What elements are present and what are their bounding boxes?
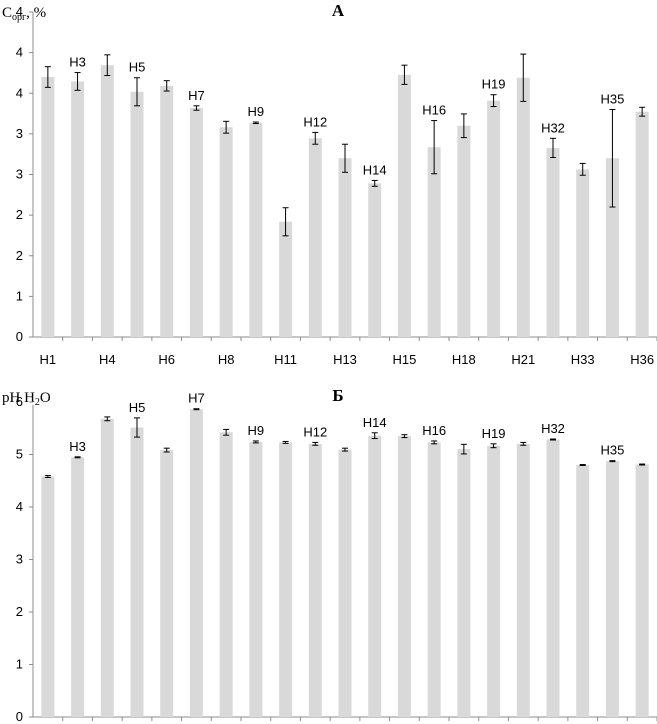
bar <box>41 476 55 717</box>
y-tick-label: 5 <box>16 447 23 462</box>
bar-data-label: Н19 <box>482 426 506 441</box>
bar-data-label: Н9 <box>248 423 265 438</box>
bar <box>71 81 85 337</box>
y-tick-label: 2 <box>16 207 23 222</box>
y-tick-label: 4 <box>16 45 23 60</box>
bar-data-label: Н14 <box>363 162 387 177</box>
x-tick-label: Н11 <box>274 352 297 367</box>
bar <box>219 432 233 717</box>
bar-data-label: Н14 <box>363 415 387 430</box>
bar <box>41 77 55 337</box>
y-tick-label: 1 <box>16 657 23 672</box>
bar <box>457 449 471 717</box>
x-tick-label: Н36 <box>630 352 654 367</box>
x-tick-label: Н18 <box>452 352 476 367</box>
y-tick-label: 4 <box>16 4 23 19</box>
bar <box>71 457 85 717</box>
y-tick-label: 3 <box>16 126 23 141</box>
bar-data-label: Н12 <box>303 424 327 439</box>
bar-data-label: Н16 <box>422 423 446 438</box>
x-tick-label: Н6 <box>158 352 175 367</box>
bar <box>279 442 293 717</box>
bar <box>605 158 619 337</box>
bar <box>605 461 619 717</box>
bar-data-label: Н32 <box>541 421 565 436</box>
bar <box>546 147 560 337</box>
bar <box>427 442 441 717</box>
x-tick-label: Н4 <box>99 352 116 367</box>
bar <box>160 85 174 337</box>
bar <box>308 138 322 337</box>
bar <box>100 418 114 717</box>
y-tick-label: 4 <box>16 85 23 100</box>
bar <box>368 435 382 717</box>
bar-data-label: Н3 <box>69 55 86 70</box>
bar <box>397 74 411 337</box>
bar-data-label: Н19 <box>482 77 506 92</box>
x-tick-label: Н8 <box>218 352 235 367</box>
x-tick-label: Н15 <box>392 352 416 367</box>
chart-a-plot: 0 1 2 2 3 3 4 4 4 Н3 Н5 Н7 Н9 Н12 Н14 Н16 Н19 Н32 Н35 Н1 Н4 Н… <box>16 4 657 367</box>
bar <box>457 125 471 337</box>
bar <box>576 169 590 337</box>
bar <box>338 158 352 337</box>
chart-b-title: Б <box>332 386 343 405</box>
bar <box>546 439 560 717</box>
chart-b-plot: 0 1 2 3 4 5 6 Н3 Н5 Н7 Н9 Н12 Н14 Н16 Н19 Н32 Н35 <box>16 391 657 724</box>
bar <box>487 445 501 717</box>
chart-b-ylabel: pH H2O <box>2 390 51 408</box>
bar <box>100 65 114 337</box>
bar <box>635 464 649 717</box>
bar-data-label: Н12 <box>303 114 327 129</box>
bar <box>516 443 530 717</box>
bar <box>635 111 649 337</box>
bar <box>219 127 233 338</box>
x-tick-label: Н21 <box>511 352 535 367</box>
bar <box>308 443 322 717</box>
bar-data-label: Н16 <box>422 103 446 118</box>
chart-a-title: А <box>332 1 345 20</box>
bar <box>576 465 590 717</box>
bar <box>279 221 293 337</box>
y-tick-label: 4 <box>16 499 23 514</box>
bar-data-label: Н5 <box>129 60 146 75</box>
bar <box>427 147 441 337</box>
y-tick-label: 2 <box>16 604 23 619</box>
bar <box>368 183 382 337</box>
bar-data-label: Н5 <box>129 400 146 415</box>
y-tick-label: 0 <box>16 329 23 344</box>
bar <box>397 436 411 717</box>
bar <box>189 409 203 717</box>
bar <box>487 100 501 338</box>
bar-data-label: Н7 <box>188 391 205 406</box>
y-tick-label: 0 <box>16 709 23 724</box>
bar-data-label: Н32 <box>541 120 565 135</box>
bar-data-label: Н35 <box>600 92 624 107</box>
bar <box>249 441 263 717</box>
bar <box>338 449 352 717</box>
bar-data-label: Н7 <box>188 88 205 103</box>
x-tick-label: Н33 <box>571 352 595 367</box>
bar-data-label: Н9 <box>248 104 265 119</box>
x-tick-label: Н1 <box>40 352 57 367</box>
y-tick-label: 3 <box>16 167 23 182</box>
bar <box>249 122 263 337</box>
bar <box>130 427 144 717</box>
y-tick-label: 3 <box>16 552 23 567</box>
x-tick-label: Н13 <box>333 352 357 367</box>
bar <box>516 77 530 337</box>
bar-data-label: Н35 <box>600 443 624 458</box>
bar <box>189 108 203 337</box>
bar-data-label: Н3 <box>69 439 86 454</box>
y-tick-label: 6 <box>16 394 23 409</box>
y-tick-label: 2 <box>16 248 23 263</box>
y-tick-label: 1 <box>16 288 23 303</box>
bar <box>160 450 174 717</box>
bar <box>130 91 144 337</box>
chart-a-ylabel: Cорг, % <box>2 5 46 23</box>
